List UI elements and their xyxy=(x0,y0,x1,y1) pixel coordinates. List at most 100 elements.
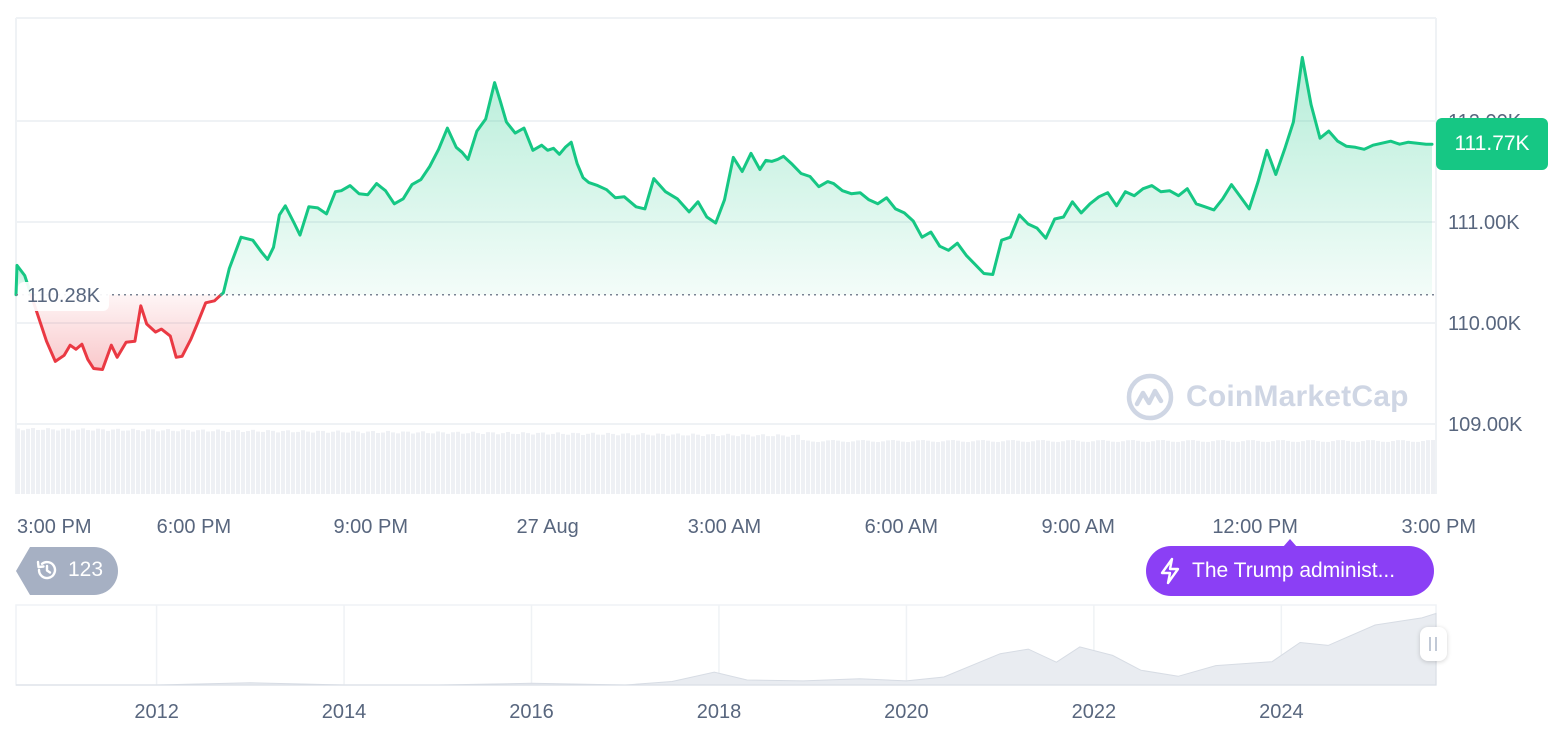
volume-bar xyxy=(1026,441,1030,494)
volume-bar xyxy=(1306,440,1310,494)
volume-bar xyxy=(971,441,975,494)
x-axis: 3:00 PM 6:00 PM 9:00 PM 27 Aug 3:00 AM 6:00 A… xyxy=(17,516,1476,538)
volume-bar xyxy=(1396,440,1400,494)
volume-bar xyxy=(391,432,395,494)
volume-bar xyxy=(536,432,540,494)
volume-bar xyxy=(861,440,865,494)
volume-bar xyxy=(976,440,980,494)
volume-bar xyxy=(91,430,95,494)
volume-bar xyxy=(1361,441,1365,494)
volume-bar xyxy=(836,440,840,494)
volume-bar xyxy=(741,434,745,494)
volume-bar xyxy=(541,432,545,494)
x-tick-label: 6:00 AM xyxy=(865,516,938,538)
volume-bar xyxy=(501,433,505,494)
volume-bar xyxy=(1416,441,1420,494)
volume-bar xyxy=(636,434,640,494)
volume-bar xyxy=(1126,440,1130,494)
volume-bar xyxy=(1226,440,1230,494)
news-text: The Trump administ... xyxy=(1192,559,1396,582)
volume-bar xyxy=(66,428,70,494)
volume-bar xyxy=(1196,440,1200,494)
volume-bar xyxy=(1336,440,1340,494)
volume-bar xyxy=(426,433,430,494)
volume-bar xyxy=(1301,441,1305,494)
volume-bar xyxy=(191,431,195,494)
volume-bar xyxy=(1081,441,1085,494)
volume-bar xyxy=(816,441,820,494)
volume-bar xyxy=(601,434,605,494)
volume-bar xyxy=(656,433,660,494)
volume-bar xyxy=(1346,440,1350,494)
volume-bar xyxy=(626,433,630,494)
volume-bar xyxy=(1161,440,1165,494)
volume-bar xyxy=(396,433,400,494)
volume-bar xyxy=(551,433,555,494)
navigator-x-tick-label: 2018 xyxy=(697,701,742,723)
volume-bar xyxy=(676,433,680,494)
history-button[interactable]: 123 xyxy=(16,547,118,595)
y-tick-label: 111.00K xyxy=(1448,212,1520,234)
volume-bar xyxy=(231,430,235,494)
volume-bar xyxy=(281,430,285,494)
volume-bar xyxy=(461,433,465,494)
volume-bar xyxy=(611,433,615,494)
volume-bar xyxy=(931,441,935,494)
volume-bar xyxy=(196,430,200,494)
volume-bar xyxy=(936,441,940,494)
volume-bar xyxy=(806,440,810,494)
volume-bar xyxy=(516,434,520,494)
volume-bar xyxy=(21,430,25,494)
volume-bar xyxy=(1291,441,1295,494)
volume-bar xyxy=(911,441,915,494)
volume-bar xyxy=(796,434,800,494)
volume-bar xyxy=(691,433,695,494)
volume-bar xyxy=(986,440,990,494)
volume-bar xyxy=(131,428,135,494)
volume-bar xyxy=(966,441,970,494)
volume-bar xyxy=(111,429,115,494)
volume-bar xyxy=(456,431,460,494)
range-navigator[interactable] xyxy=(15,604,1437,686)
volume-bar xyxy=(686,435,690,494)
volume-bar xyxy=(1191,440,1195,494)
volume-bar xyxy=(1051,441,1055,494)
volume-bar xyxy=(581,434,585,494)
coinmarketcap-logo-icon xyxy=(1126,373,1174,421)
y-tick-label: 110.00K xyxy=(1448,313,1522,335)
volume-bar xyxy=(916,440,920,494)
volume-bar xyxy=(106,430,110,494)
volume-bar xyxy=(696,434,700,494)
x-tick-label: 9:00 PM xyxy=(334,516,408,538)
volume-bar xyxy=(1171,441,1175,494)
volume-bar xyxy=(236,430,240,494)
navigator-handle[interactable] xyxy=(1420,627,1447,661)
volume-bar xyxy=(1111,441,1115,494)
volume-bar xyxy=(1351,441,1355,494)
volume-bar xyxy=(786,436,790,494)
volume-bar xyxy=(276,432,280,494)
main-chart-frame xyxy=(15,17,1437,494)
volume-bar xyxy=(1181,441,1185,494)
volume-bar xyxy=(1121,441,1125,494)
volume-bar xyxy=(146,429,150,494)
volume-bar xyxy=(831,440,835,494)
volume-bar xyxy=(801,440,805,494)
volume-bar xyxy=(36,429,40,494)
news-event-button[interactable]: The Trump administ... xyxy=(1146,539,1434,596)
volume-bar xyxy=(1091,441,1095,494)
volume-bar xyxy=(921,440,925,494)
volume-bar xyxy=(351,430,355,494)
handle-grip-right xyxy=(1435,637,1437,651)
volume-bar xyxy=(1136,440,1140,494)
volume-bar xyxy=(506,432,510,494)
volume-bar xyxy=(26,428,30,494)
volume-bar xyxy=(906,441,910,494)
volume-bar xyxy=(336,430,340,494)
volume-bar xyxy=(296,431,300,494)
volume-bar xyxy=(1286,440,1290,494)
volume-bar xyxy=(1431,440,1435,494)
volume-bar xyxy=(731,435,735,494)
